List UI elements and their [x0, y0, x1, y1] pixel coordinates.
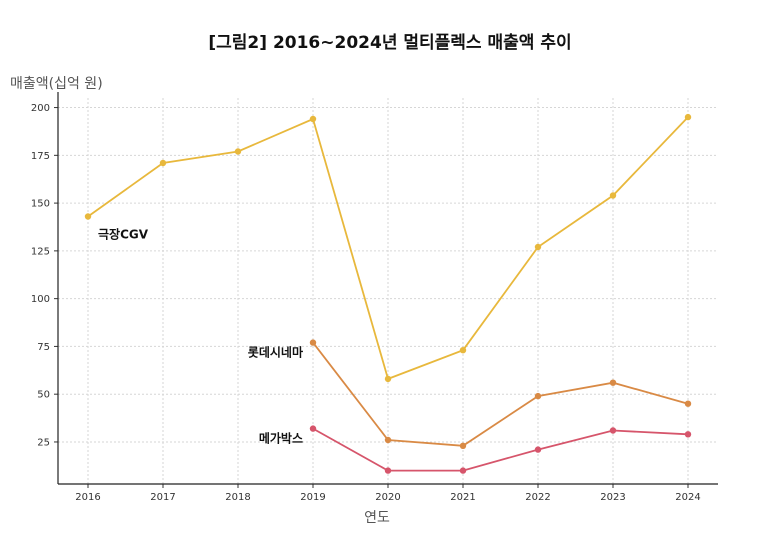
series-layer — [84, 113, 692, 474]
data-point — [609, 379, 617, 386]
x-tick-label: 2023 — [600, 492, 625, 503]
data-point — [459, 467, 467, 474]
x-tick-label: 2022 — [525, 492, 550, 503]
x-tick-label: 2024 — [675, 492, 700, 503]
y-tick-label: 75 — [37, 342, 50, 353]
data-point — [609, 192, 617, 199]
data-point — [459, 347, 467, 354]
data-point — [384, 375, 392, 383]
data-point — [684, 431, 692, 438]
data-point — [684, 113, 692, 121]
y-tick-label: 150 — [31, 199, 50, 210]
data-point — [234, 148, 242, 155]
x-tick-label: 2016 — [75, 492, 100, 503]
x-axis-label: 연도 — [364, 510, 390, 526]
data-point — [534, 446, 542, 453]
data-point — [84, 213, 92, 220]
series-line-2 — [312, 427, 689, 472]
data-point — [534, 392, 542, 400]
data-point — [384, 467, 392, 474]
data-point — [159, 159, 167, 167]
x-tick-label: 2017 — [150, 492, 175, 503]
y-tick-label: 175 — [31, 151, 50, 162]
grid — [58, 98, 718, 484]
chart-title: [그림2] 2016~2024년 멀티플렉스 매출액 추이 — [208, 32, 571, 53]
data-point — [309, 425, 317, 432]
data-point — [609, 427, 617, 434]
series-line-1 — [312, 342, 689, 447]
data-point — [309, 339, 317, 346]
data-point — [459, 442, 467, 449]
y-tick-label: 50 — [37, 390, 50, 401]
series-label: 메가박스 — [259, 431, 303, 446]
y-tick-label: 25 — [37, 437, 50, 448]
series-label: 롯데시네마 — [248, 345, 303, 360]
axes: 25 50 75 100 125 150 175 200 2016 2017 2018 2019 202… — [31, 92, 718, 503]
data-point — [684, 400, 692, 407]
y-axis-label: 매출액(십억 원) — [10, 76, 103, 92]
data-point — [384, 436, 392, 444]
series-label: 극장CGV — [98, 228, 149, 242]
x-tick-label: 2020 — [375, 492, 400, 503]
data-point — [309, 115, 317, 123]
y-tick-label: 100 — [31, 294, 50, 305]
y-tick-label: 125 — [31, 246, 50, 257]
x-tick-label: 2021 — [450, 492, 475, 503]
x-tick-label: 2019 — [300, 492, 325, 503]
y-tick-label: 200 — [31, 103, 50, 114]
x-tick-label: 2018 — [225, 492, 250, 503]
data-point — [534, 243, 542, 251]
